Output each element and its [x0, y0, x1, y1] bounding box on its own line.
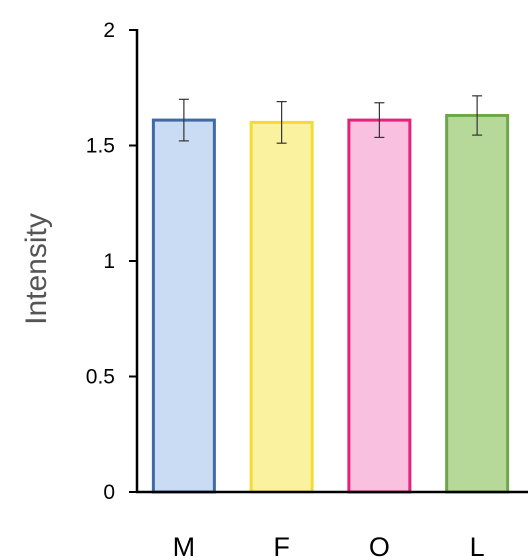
- y-tick-label: 0: [103, 481, 115, 504]
- y-tick-label: 1: [103, 250, 115, 273]
- y-tick-label: 2: [103, 19, 115, 42]
- x-tick-label-f: F: [273, 532, 290, 560]
- bar-f: [249, 120, 314, 494]
- error-bars: [178, 95, 483, 144]
- y-axis-title: Intensity: [20, 213, 53, 325]
- x-tick-label-m: M: [173, 532, 196, 560]
- bar-m: [151, 118, 216, 494]
- y-tick-label: 1.5: [86, 135, 115, 158]
- bars: [151, 113, 510, 494]
- x-tick-label-o: O: [369, 532, 390, 560]
- x-tick-label-l: L: [470, 532, 485, 560]
- y-tick-label: 0.5: [86, 366, 115, 389]
- y-axis-ticks: 0 0.5 1 1.5 2: [86, 19, 137, 504]
- bar-o: [347, 118, 412, 494]
- bar-l: [445, 113, 510, 494]
